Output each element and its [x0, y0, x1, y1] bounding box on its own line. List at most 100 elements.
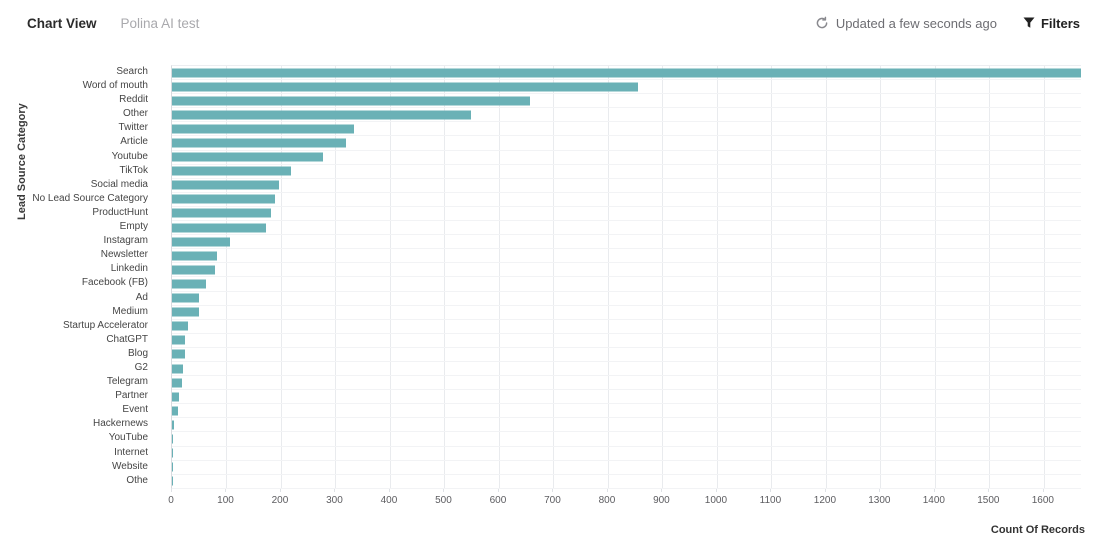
x-tick-mark	[824, 488, 826, 492]
bar[interactable]	[172, 237, 230, 247]
bar[interactable]	[172, 349, 185, 359]
tab-polina-ai-test[interactable]: Polina AI test	[120, 15, 200, 31]
bar-row	[172, 136, 1081, 151]
bar-row	[172, 94, 1081, 109]
category-label: Search	[116, 66, 148, 77]
bar[interactable]	[172, 279, 206, 289]
bar[interactable]	[172, 378, 183, 388]
view-tabs: Chart View Polina AI test	[27, 16, 199, 31]
bar[interactable]	[172, 406, 178, 416]
x-tick-mark	[661, 488, 663, 492]
y-axis-labels: Search Word of mouth Reddit Other Twitter Art…	[0, 65, 148, 488]
x-tick-mark	[388, 488, 390, 492]
plot-area	[171, 65, 1081, 489]
bar-row	[172, 108, 1081, 123]
bar[interactable]	[172, 476, 173, 486]
bar[interactable]	[172, 180, 280, 190]
bar[interactable]	[172, 138, 346, 148]
bar[interactable]	[172, 124, 355, 134]
category-label: G2	[134, 361, 148, 373]
x-tick-label: 1000	[704, 495, 728, 506]
category-label: Instagram	[103, 235, 148, 247]
category-label: Blog	[127, 347, 148, 359]
updated-text: Updated a few seconds ago	[835, 15, 997, 31]
bar[interactable]	[172, 448, 173, 458]
bar[interactable]	[172, 307, 199, 317]
x-tick-label: 300	[326, 495, 343, 506]
bar-row	[172, 376, 1081, 391]
bar-row	[172, 306, 1081, 320]
bar[interactable]	[172, 208, 272, 218]
bar-row	[172, 263, 1081, 278]
filters-label: Filters	[1040, 15, 1080, 31]
bar[interactable]	[172, 364, 184, 374]
category-label: Telegram	[106, 376, 148, 388]
category-label: Website	[112, 460, 148, 472]
bar-row	[172, 193, 1081, 207]
bar-row	[172, 418, 1081, 433]
x-tick-label: 100	[217, 495, 234, 506]
x-tick-label: 200	[271, 495, 289, 506]
bar-row	[172, 122, 1081, 137]
bar[interactable]	[172, 265, 215, 275]
bar-row	[172, 221, 1081, 236]
category-label: Reddit	[119, 94, 148, 106]
bar[interactable]	[172, 335, 186, 345]
bar[interactable]	[172, 434, 174, 444]
x-tick-label: 1600	[1031, 495, 1054, 506]
x-tick-label: 700	[544, 495, 561, 506]
bar[interactable]	[172, 462, 173, 472]
x-tick-label: 900	[653, 495, 670, 506]
bar[interactable]	[172, 392, 179, 402]
x-tick-mark	[171, 488, 172, 492]
bar[interactable]	[172, 420, 175, 430]
category-label: Startup Accelerator	[62, 319, 148, 331]
bar-row	[172, 362, 1081, 377]
x-tick-mark	[225, 488, 227, 492]
filter-funnel-icon	[1023, 17, 1035, 29]
bar-row	[172, 320, 1081, 334]
bar-row	[172, 348, 1081, 362]
bar[interactable]	[172, 68, 1081, 78]
bar[interactable]	[172, 293, 200, 303]
category-label: ProductHunt	[92, 206, 148, 218]
bar-row	[172, 404, 1081, 419]
category-label: Hackernews	[92, 418, 148, 430]
category-label: Word of mouth	[82, 80, 148, 92]
x-tick-label: 800	[598, 495, 616, 506]
bar-row	[172, 475, 1081, 489]
bar-row	[172, 447, 1081, 461]
bar[interactable]	[172, 251, 217, 261]
category-label: Other	[122, 108, 148, 120]
tab-chart-view[interactable]: Chart View	[27, 15, 97, 31]
x-axis-title: Count Of Records	[990, 524, 1085, 536]
bar[interactable]	[172, 96, 530, 106]
filters-button[interactable]: Filters	[1023, 16, 1080, 31]
refresh-icon[interactable]	[815, 16, 829, 30]
bar[interactable]	[172, 223, 267, 233]
x-tick-label: 500	[435, 495, 452, 506]
category-label: Medium	[112, 305, 148, 317]
bar-row	[172, 179, 1081, 193]
bar[interactable]	[172, 166, 291, 176]
bar[interactable]	[172, 82, 639, 92]
bar-row	[172, 207, 1081, 222]
bar[interactable]	[172, 110, 471, 120]
category-label: Linkedin	[110, 263, 148, 275]
bar-row	[172, 390, 1081, 405]
x-tick-mark	[497, 488, 499, 492]
bar-row	[172, 80, 1081, 95]
category-label: No Lead Source Category	[32, 192, 148, 204]
x-tick-label: 1200	[813, 495, 837, 506]
bar[interactable]	[172, 152, 323, 162]
bar[interactable]	[172, 194, 276, 204]
bar-row	[172, 334, 1081, 348]
x-tick-label: 1100	[759, 495, 782, 506]
x-axis-ticks: 0 100 200 300 400 500 600 700 800 900 1000 1100 1200…	[0, 488, 1100, 508]
bar[interactable]	[172, 321, 188, 331]
category-label: Newsletter	[100, 249, 148, 261]
category-label: Event	[122, 404, 148, 416]
x-tick-label: 0	[168, 495, 174, 506]
x-tick-mark	[1042, 488, 1044, 492]
category-label: Ad	[135, 291, 148, 303]
